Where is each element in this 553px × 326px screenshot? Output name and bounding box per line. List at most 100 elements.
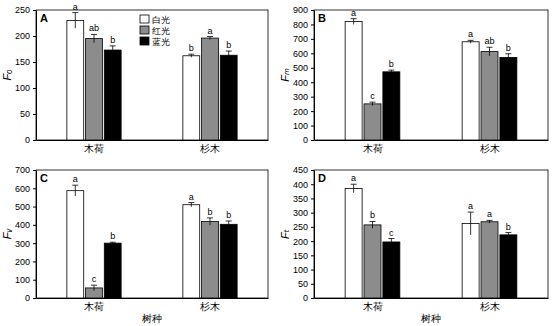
significance-letter: b: [110, 35, 115, 45]
significance-letter: ab: [89, 23, 99, 33]
y-tick-mark: [311, 255, 314, 256]
legend-label: 红光: [152, 26, 170, 36]
error-line: [391, 239, 392, 246]
x-axis: 木荷杉木: [37, 140, 269, 154]
y-tick-label: 200: [293, 236, 308, 246]
y-tick: 300: [293, 208, 314, 218]
x-tick: 木荷: [363, 140, 383, 154]
error-line: [228, 221, 229, 228]
y-tick-label: 500: [15, 202, 30, 212]
y-tick-label: 0: [25, 293, 30, 303]
error-cap: [226, 221, 232, 222]
y-tick-mark: [311, 111, 314, 112]
y-tick-mark: [311, 126, 314, 127]
significance-letter: b: [370, 210, 375, 220]
y-tick-label: 600: [15, 184, 30, 194]
plot-frame: [314, 170, 548, 298]
y-tick-mark: [311, 198, 314, 199]
y-tick-label: 400: [15, 220, 30, 230]
bar: [462, 42, 479, 140]
legend-swatch: [140, 37, 149, 45]
y-tick: 150: [293, 251, 314, 261]
error-bar: [91, 34, 97, 42]
error-bar: [110, 46, 116, 54]
y-tick: 0: [25, 135, 36, 145]
bar: [104, 50, 121, 140]
y-tick-mark: [311, 298, 314, 299]
error-bar: [226, 221, 232, 228]
error-bar: [468, 40, 474, 43]
error-bar: [91, 285, 97, 290]
bar: [481, 52, 498, 140]
y-tick: 500: [293, 63, 314, 73]
y-tick-label: 150: [15, 57, 30, 67]
y-axis-title: Fᵥ: [1, 229, 13, 240]
x-tick: 杉木: [479, 298, 500, 312]
y-tick: 400: [15, 220, 36, 230]
y-tick: 400: [293, 78, 314, 88]
significance-letter: a: [487, 209, 492, 219]
bar: [220, 55, 237, 140]
y-tick-mark: [311, 97, 314, 98]
x-tick: 杉木: [199, 140, 220, 154]
bar: [500, 235, 517, 298]
y-tick: 0: [25, 293, 36, 303]
error-bar: [207, 37, 213, 40]
error-bar: [72, 185, 78, 196]
marks: [345, 184, 517, 298]
y-tick-label: 0: [303, 293, 308, 303]
y-tick-label: 100: [15, 275, 30, 285]
error-bar: [370, 221, 376, 228]
bar: [86, 39, 103, 140]
x-tick-label: 木荷: [363, 301, 383, 312]
error-bar: [505, 233, 511, 238]
y-tick: 100: [293, 265, 314, 275]
x-axis: 木荷杉木: [37, 298, 269, 312]
y-tick-mark: [311, 82, 314, 83]
bar: [202, 38, 219, 140]
y-tick-mark: [311, 68, 314, 69]
error-line: [508, 233, 509, 238]
y-tick-mark: [33, 225, 36, 226]
error-cap: [351, 18, 357, 19]
y-tick-label: 300: [15, 239, 30, 249]
error-cap: [468, 40, 474, 41]
error-cap: [188, 54, 194, 55]
panel: 0100200300400500600700800900木荷杉木aacabbbB…: [279, 5, 549, 154]
y-tick-mark: [33, 243, 36, 244]
y-tick: 400: [293, 180, 314, 190]
y-tick-label: 50: [20, 109, 30, 119]
bar: [364, 225, 381, 298]
error-cap: [226, 51, 232, 52]
legend-label: 白光: [152, 15, 170, 25]
error-bar: [110, 242, 116, 244]
significance-letter: b: [226, 210, 231, 220]
x-axis: 木荷 杉木: [315, 298, 549, 312]
y-tick-mark: [311, 284, 314, 285]
panel: 050100150200250木荷杉木abababbAFₒ白光红光蓝光: [1, 2, 269, 155]
bar: [220, 224, 237, 298]
error-cap: [72, 185, 78, 186]
error-line: [353, 184, 354, 193]
error-cap: [370, 221, 376, 222]
error-bar: [351, 184, 357, 193]
x-tick-label: 杉木: [479, 301, 500, 312]
x-axis-title: 树种: [142, 313, 162, 324]
error-cap: [487, 220, 493, 221]
error-line: [228, 51, 229, 59]
y-axis-line: [314, 11, 315, 141]
error-cap: [91, 285, 97, 286]
y-tick: 900: [293, 5, 314, 15]
error-line: [353, 19, 354, 25]
y-tick-mark: [311, 184, 314, 185]
error-cap: [207, 36, 213, 37]
y-tick: 100: [293, 121, 314, 131]
significance-letter: b: [506, 222, 511, 232]
error-line: [489, 47, 490, 56]
y-tick-label: 50: [298, 279, 308, 289]
error-cap: [72, 12, 78, 13]
y-tick: 100: [15, 275, 36, 285]
error-cap: [505, 232, 511, 233]
error-cap: [505, 53, 511, 54]
error-cap: [468, 212, 474, 213]
